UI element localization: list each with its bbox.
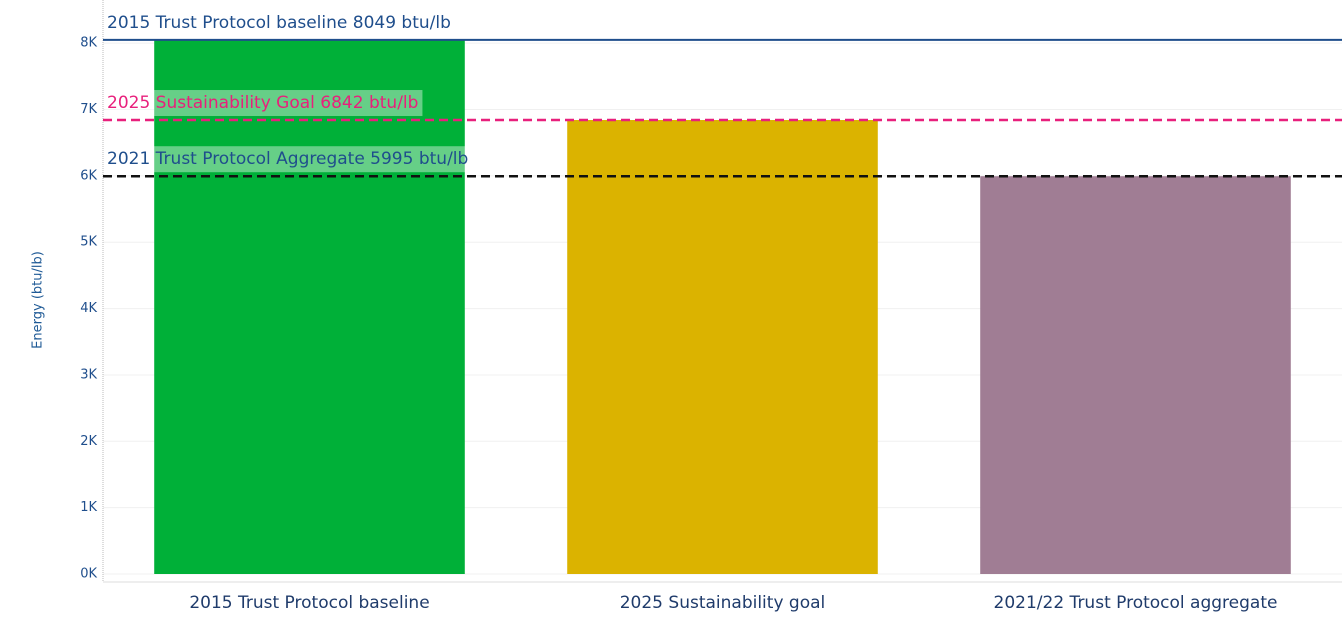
y-tick-label: 7K: [80, 102, 97, 117]
bar: [154, 39, 465, 575]
x-tick-label: 2015 Trust Protocol baseline: [189, 593, 429, 613]
bar: [567, 120, 878, 574]
reference-label: 2021 Trust Protocol Aggregate 5995 btu/l…: [107, 149, 468, 169]
y-tick-label: 3K: [80, 367, 97, 382]
reference-label-bg: [105, 146, 473, 173]
y-axis-label: Energy (btu/lb): [31, 251, 46, 349]
x-tick-label: 2021/22 Trust Protocol aggregate: [994, 593, 1278, 613]
reference-label-bg: [105, 90, 423, 117]
reference-label-bg: [105, 9, 455, 36]
y-tick-label: 8K: [80, 36, 97, 51]
y-tick-label: 0K: [80, 567, 97, 582]
y-tick-label: 6K: [80, 168, 97, 183]
reference-label: 2025 Sustainability Goal 6842 btu/lb: [107, 93, 418, 113]
y-tick-label: 1K: [80, 500, 97, 515]
bar: [980, 176, 1291, 574]
y-tick-label: 4K: [80, 301, 97, 316]
reference-label: 2015 Trust Protocol baseline 8049 btu/lb: [107, 13, 451, 33]
y-tick-label: 2K: [80, 434, 97, 449]
y-tick-label: 5K: [80, 235, 97, 250]
x-tick-label: 2025 Sustainability goal: [620, 593, 826, 613]
